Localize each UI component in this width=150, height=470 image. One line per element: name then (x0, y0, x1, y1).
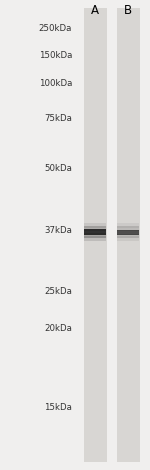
Bar (117, 236, 140, 241)
Bar (84, 8, 107, 462)
Text: 50kDa: 50kDa (44, 164, 72, 173)
Bar (117, 8, 140, 462)
Bar (84, 223, 106, 228)
Bar (84, 233, 106, 238)
Text: B: B (124, 4, 132, 17)
Text: 75kDa: 75kDa (44, 114, 72, 123)
Text: 20kDa: 20kDa (44, 323, 72, 333)
Bar (117, 230, 140, 235)
Text: A: A (91, 4, 99, 17)
Text: 15kDa: 15kDa (44, 403, 72, 413)
Bar (84, 229, 106, 235)
Bar (110, 8, 112, 462)
Bar (117, 234, 140, 238)
Bar (84, 236, 106, 241)
Text: 250kDa: 250kDa (39, 24, 72, 33)
Text: 37kDa: 37kDa (44, 226, 72, 235)
Bar (117, 223, 140, 228)
Bar (84, 226, 106, 231)
Bar (117, 226, 140, 231)
Text: 25kDa: 25kDa (44, 287, 72, 296)
Text: 150kDa: 150kDa (39, 51, 72, 60)
Text: 100kDa: 100kDa (39, 79, 72, 88)
